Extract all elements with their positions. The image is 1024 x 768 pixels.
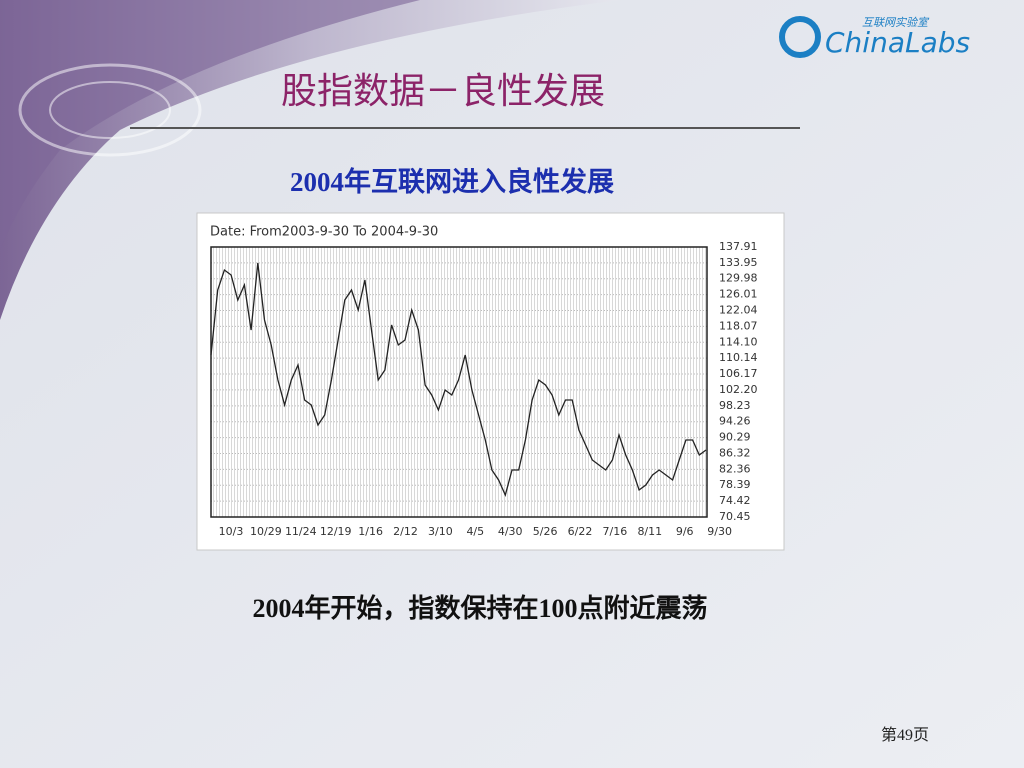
y-tick-label: 129.98	[719, 272, 758, 285]
price-line	[210, 262, 707, 497]
x-tick-label: 10/3	[219, 525, 244, 538]
y-tick-label: 133.95	[719, 256, 758, 269]
y-tick-label: 126.01	[719, 288, 758, 301]
chart-title: Date: From2003-9-30 To 2004-9-30	[210, 225, 438, 240]
y-tick-label: 110.14	[719, 351, 758, 364]
x-tick-label: 9/30	[707, 525, 732, 538]
y-tick-label: 70.45	[719, 510, 751, 523]
y-tick-label: 137.91	[719, 240, 758, 253]
slide-subtitle: 2004年互联网进入良性发展	[290, 166, 614, 197]
plot-background	[211, 247, 707, 517]
logo-tagline: 互联网实验室	[862, 16, 930, 29]
y-tick-label: 94.26	[719, 415, 751, 428]
x-tick-label: 11/24	[285, 525, 317, 538]
y-tick-label: 118.07	[719, 319, 758, 332]
y-tick-label: 74.42	[719, 494, 751, 507]
x-tick-label: 10/29	[250, 525, 282, 538]
y-tick-label: 102.20	[719, 383, 758, 396]
x-tick-label: 4/5	[466, 525, 484, 538]
y-tick-label: 98.23	[719, 399, 751, 412]
x-tick-label: 2/12	[393, 525, 418, 538]
y-tick-label: 114.10	[719, 335, 758, 348]
plot-border	[210, 246, 708, 518]
x-tick-label: 12/19	[320, 525, 352, 538]
y-tick-label: 122.04	[719, 304, 758, 317]
x-tick-label: 7/16	[603, 525, 628, 538]
logo-mark	[779, 16, 821, 58]
logo-name: ChinaLabs	[825, 26, 970, 59]
x-tick-label: 4/30	[498, 525, 523, 538]
x-tick-label: 8/11	[637, 525, 662, 538]
x-tick-label: 9/6	[676, 525, 694, 538]
slide-title: 股指数据－良性发展	[281, 71, 605, 111]
y-tick-label: 78.39	[719, 478, 751, 491]
y-tick-label: 106.17	[719, 367, 758, 380]
x-tick-label: 5/26	[533, 525, 558, 538]
x-tick-label: 1/16	[358, 525, 383, 538]
swoosh-dark	[0, 0, 420, 250]
ring	[49, 81, 171, 139]
y-tick-label: 90.29	[719, 431, 751, 444]
x-tick-label: 3/10	[428, 525, 453, 538]
y-tick-label: 82.36	[719, 462, 751, 475]
slide-caption: 2004年开始，指数保持在100点附近震荡	[252, 593, 707, 623]
x-tick-label: 6/22	[568, 525, 593, 538]
ring	[18, 63, 202, 157]
page-number: 第49页	[881, 726, 929, 744]
y-tick-label: 86.32	[719, 446, 751, 459]
